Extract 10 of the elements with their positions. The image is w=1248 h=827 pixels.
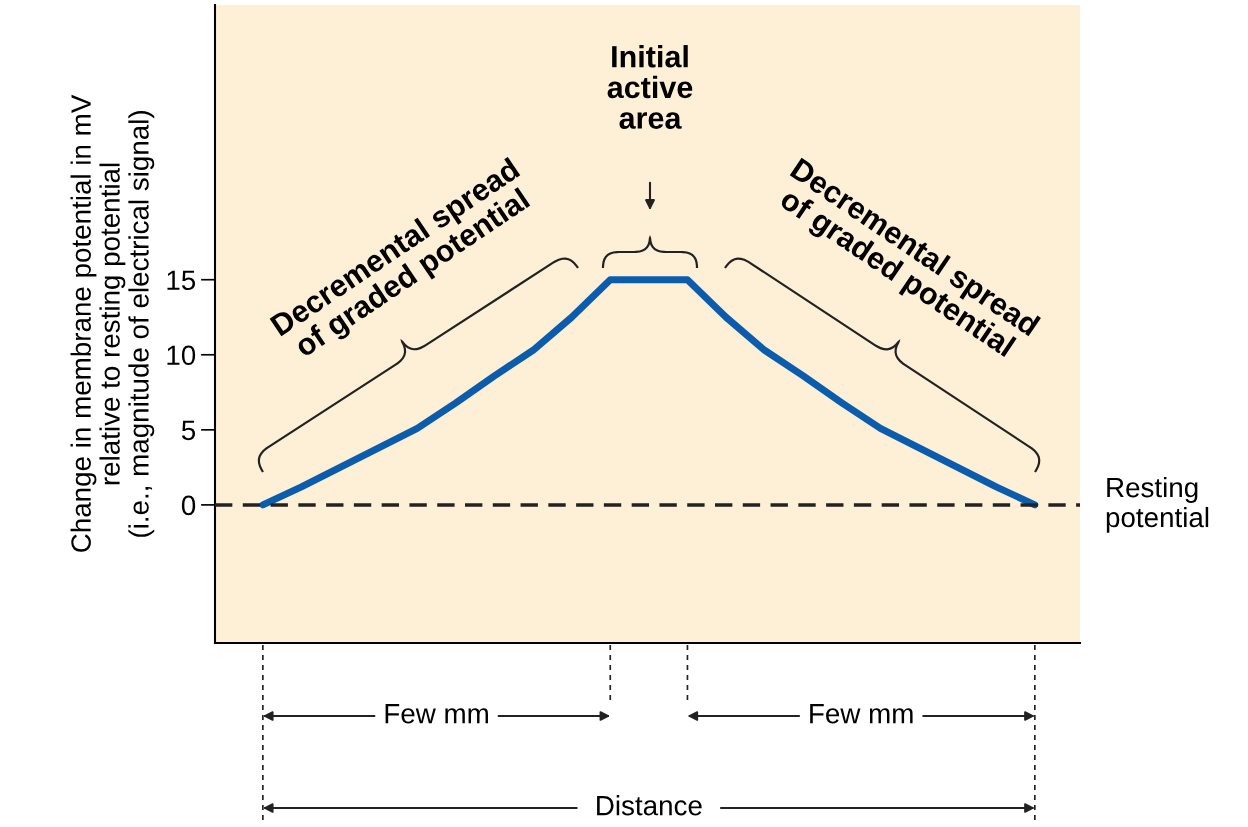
ref-line-label: Resting potential (1106, 476, 1209, 533)
y-tick-label: 10 (167, 345, 196, 366)
text: Few mm (810, 704, 913, 724)
y-tick-label: 5 (181, 420, 196, 441)
y-axis-title: Change in membrane potential in mV relative to resting potential (i.e., magnitude of electrical signal) (70, 94, 155, 552)
text: Distance (597, 795, 702, 816)
y-tick-label: 0 (181, 495, 196, 516)
y-tick-label: 15 (167, 270, 196, 291)
annotation: Initial active area (607, 45, 693, 129)
text: Few mm (385, 704, 488, 724)
